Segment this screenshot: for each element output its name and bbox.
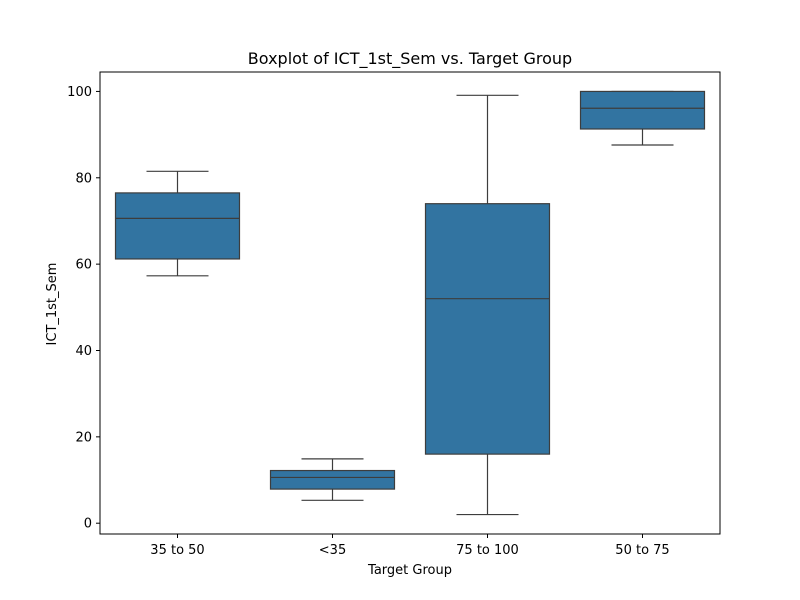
x-tick-label: 35 to 50 bbox=[150, 543, 204, 558]
box bbox=[579, 90, 706, 130]
y-axis-label: ICT_1st_Sem bbox=[45, 263, 60, 346]
x-tick-label: 75 to 100 bbox=[456, 543, 519, 558]
plot-frame bbox=[99, 71, 721, 535]
plot-area: 0 20 40 60 80 100 35 to 50 <35 75 to 100 50 to 75 bbox=[67, 71, 721, 558]
box bbox=[424, 203, 551, 455]
y-tick-label: 80 bbox=[75, 171, 92, 186]
x-axis-label: Target Group bbox=[367, 563, 452, 578]
y-tick-label: 20 bbox=[75, 430, 92, 445]
box bbox=[269, 469, 396, 490]
y-tick-label: 0 bbox=[84, 517, 92, 532]
y-tick-label: 100 bbox=[67, 85, 92, 100]
x-tick-label: 50 to 75 bbox=[615, 543, 669, 558]
box bbox=[114, 192, 241, 260]
y-tick-label: 40 bbox=[75, 344, 92, 359]
x-tick-label: <35 bbox=[319, 543, 346, 558]
y-tick-label: 60 bbox=[75, 258, 92, 273]
chart-title: Boxplot of ICT_1st_Sem vs. Target Group bbox=[248, 49, 572, 69]
